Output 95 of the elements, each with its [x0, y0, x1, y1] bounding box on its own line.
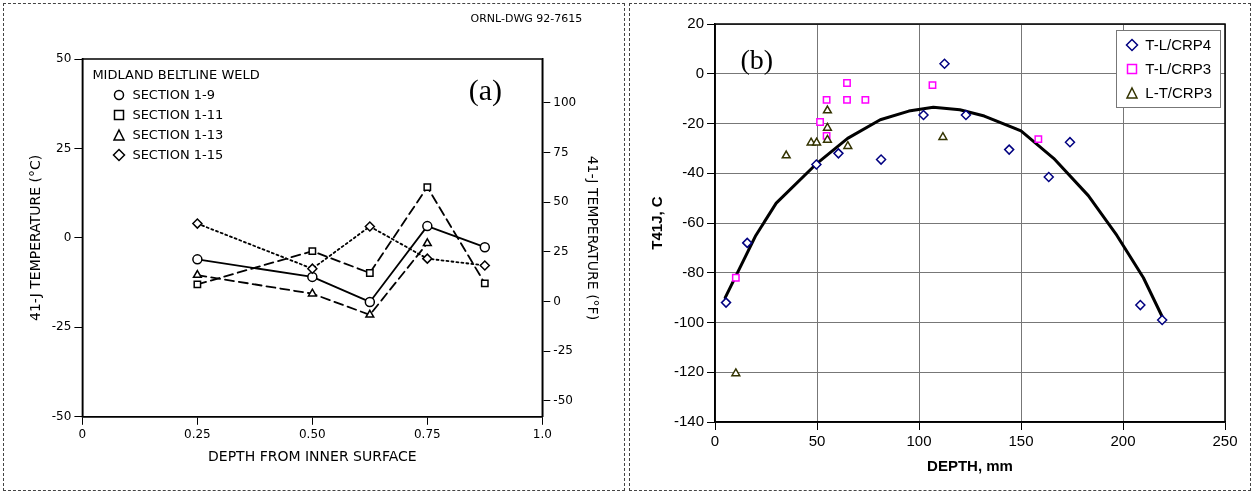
- y-tick-label: -40: [682, 163, 705, 181]
- point: [822, 95, 831, 104]
- y-tick-label: 0: [63, 230, 72, 245]
- legend-label: SECTION 1-9: [132, 86, 216, 104]
- point: [1034, 135, 1043, 144]
- point: [307, 271, 318, 283]
- point: [811, 137, 822, 146]
- point: [422, 253, 433, 264]
- point: [918, 109, 929, 121]
- y-tick-label: -80: [682, 262, 705, 280]
- x-axis-title: DEPTH, mm: [927, 457, 1013, 475]
- y2-tick-label: 0: [553, 293, 561, 308]
- text: ORNL-DWG 92-7615: [470, 12, 583, 26]
- point: [822, 122, 833, 131]
- y-tick-label: -20: [682, 113, 705, 131]
- y2-tick-label: -25: [553, 343, 573, 358]
- x-tick-label: 100: [906, 432, 932, 450]
- point: [731, 273, 740, 282]
- legend-label: SECTION 1-11: [132, 106, 224, 124]
- annotation: (a): [468, 73, 502, 108]
- point: [308, 247, 317, 256]
- y-tick-label: -50: [51, 408, 72, 423]
- point: [875, 154, 887, 165]
- point: [480, 279, 489, 288]
- point: [307, 263, 318, 274]
- legend-label: L-T/CRP3: [1145, 83, 1212, 103]
- y2-tick-label: 25: [553, 243, 569, 258]
- point: [479, 241, 491, 253]
- point: [833, 148, 844, 159]
- x-axis-title: DEPTH FROM INNER SURFACE: [208, 448, 417, 465]
- y-tick-label: -100: [673, 312, 705, 330]
- point: [928, 81, 937, 90]
- legend-label: T-L/CRP4: [1145, 35, 1212, 55]
- point: [822, 105, 833, 114]
- point: [1135, 299, 1146, 311]
- point: [307, 288, 317, 297]
- point: [364, 296, 376, 308]
- x-tick-label: 250: [1212, 432, 1238, 450]
- y-tick-label: -60: [682, 213, 705, 231]
- y2-axis-title: 41-J TEMPERATURE (°F): [584, 155, 601, 321]
- x-tick-label: 1.0: [532, 427, 552, 442]
- point: [422, 238, 432, 247]
- point: [365, 269, 374, 277]
- legend-label: T-L/CRP3: [1145, 59, 1212, 79]
- annotation: (b): [740, 43, 774, 76]
- point: [192, 269, 203, 279]
- point: [843, 95, 851, 104]
- point: [192, 218, 203, 229]
- point: [192, 254, 203, 265]
- point: [364, 221, 376, 232]
- x-tick-label: 0.25: [184, 427, 211, 442]
- point: [423, 183, 432, 192]
- point: [1003, 144, 1015, 155]
- y-tick-label: -25: [51, 319, 72, 334]
- y-axis-title: 41-J TEMPERATURE (°C): [27, 154, 44, 321]
- point: [720, 297, 732, 308]
- y-tick-label: -120: [673, 362, 705, 380]
- point: [479, 260, 491, 271]
- point: [1043, 171, 1054, 183]
- y-tick-label: 0: [695, 63, 705, 81]
- point: [843, 79, 851, 87]
- x-tick-label: 50: [808, 432, 826, 450]
- point: [938, 131, 948, 141]
- x-tick-label: 0.75: [413, 427, 441, 442]
- x-tick-label: 200: [1110, 432, 1136, 450]
- point: [781, 150, 791, 159]
- y-tick-label: -140: [673, 412, 705, 430]
- legend-label: SECTION 1-13: [132, 126, 224, 144]
- point: [1156, 314, 1168, 326]
- y-tick-label: 50: [56, 51, 72, 66]
- point: [742, 237, 753, 249]
- point: [861, 95, 870, 104]
- x-tick-label: 0: [78, 427, 87, 442]
- y2-tick-label: 75: [553, 144, 569, 159]
- y2-tick-label: 50: [553, 194, 569, 209]
- x-tick-label: 0: [710, 432, 720, 450]
- point: [1064, 136, 1076, 148]
- legend-label: SECTION 1-15: [132, 146, 224, 164]
- point: [422, 220, 433, 232]
- point: [843, 140, 853, 150]
- point: [816, 118, 825, 126]
- point: [960, 109, 972, 121]
- y-tick-label: 25: [56, 140, 72, 155]
- point: [193, 280, 202, 289]
- y2-tick-label: 100: [553, 94, 577, 109]
- legend-title: MIDLAND BELTLINE WELD: [92, 66, 260, 84]
- x-tick-label: 150: [1008, 432, 1034, 450]
- point: [811, 159, 822, 170]
- point: [731, 368, 741, 377]
- y-axis-title: T41J, C: [648, 196, 666, 250]
- y-tick-label: 20: [687, 14, 705, 32]
- y2-tick-label: -50: [553, 393, 573, 408]
- point: [365, 309, 375, 318]
- point: [939, 58, 950, 70]
- x-tick-label: 0.50: [298, 427, 326, 442]
